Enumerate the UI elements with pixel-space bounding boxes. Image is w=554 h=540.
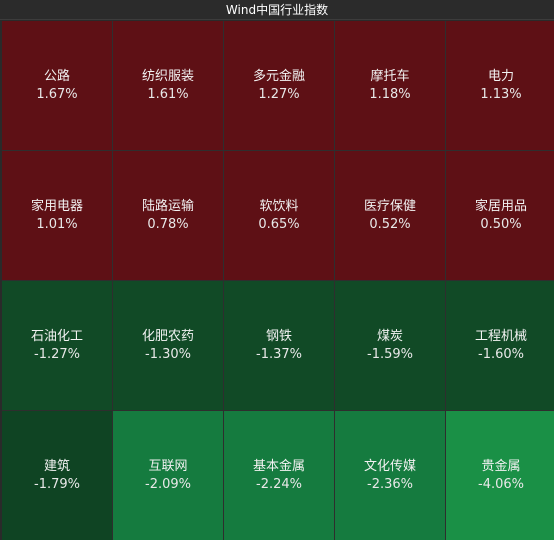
tile-name: 化肥农药 (141, 328, 194, 344)
tile-shiyou-huagong[interactable]: 石油化工 -1.27% (2, 281, 112, 410)
tile-gonglu[interactable]: 公路 1.67% (2, 21, 112, 150)
tile-name: 电力 (487, 68, 514, 84)
tile-name: 贵金属 (481, 459, 521, 474)
tile-change: 1.61% (147, 86, 189, 102)
tile-wenhua-chuanmei[interactable]: 文化传媒 -2.36% (335, 411, 445, 540)
tile-change: 0.50% (480, 216, 522, 232)
tile-name: 医疗保健 (363, 198, 416, 214)
tile-ruanyinliao[interactable]: 软饮料 0.65% (224, 151, 334, 280)
tile-jiayong-dianqi[interactable]: 家用电器 1.01% (2, 151, 112, 280)
tile-lulu-yunshu[interactable]: 陆路运输 0.78% (113, 151, 223, 280)
tile-name: 文化传媒 (363, 459, 416, 474)
tile-dianli[interactable]: 电力 1.13% (446, 21, 554, 150)
tile-change: -1.27% (34, 346, 80, 362)
tile-name: 钢铁 (265, 328, 292, 344)
tile-name: 建筑 (43, 459, 70, 474)
widget-title: Wind中国行业指数 (0, 0, 554, 20)
tile-change: 1.13% (480, 86, 522, 102)
tile-change: 1.18% (369, 86, 411, 102)
tile-name: 家用电器 (30, 198, 83, 214)
tile-name: 陆路运输 (141, 198, 194, 214)
tile-change: -1.79% (34, 477, 80, 492)
tile-change: -4.06% (478, 477, 524, 492)
tile-huafei-nongyao[interactable]: 化肥农药 -1.30% (113, 281, 223, 410)
industry-tile-grid: 公路 1.67% 纺织服装 1.61% 多元金融 1.27% 摩托车 1.18%… (2, 21, 554, 540)
tile-meitan[interactable]: 煤炭 -1.59% (335, 281, 445, 410)
tile-name: 工程机械 (474, 328, 527, 344)
tile-name: 摩托车 (370, 68, 410, 84)
tile-change: -2.09% (145, 477, 191, 492)
tile-change: -2.36% (367, 477, 413, 492)
tile-jianzhu[interactable]: 建筑 -1.79% (2, 411, 112, 540)
tile-change: -1.30% (145, 346, 191, 362)
tile-change: 0.65% (258, 216, 300, 232)
tile-name: 多元金融 (252, 68, 305, 84)
tile-name: 软饮料 (259, 198, 299, 214)
tile-change: -1.37% (256, 346, 302, 362)
tile-name: 石油化工 (30, 328, 83, 344)
tile-gangtie[interactable]: 钢铁 -1.37% (224, 281, 334, 410)
tile-name: 家居用品 (474, 198, 527, 214)
tile-change: 0.52% (369, 216, 411, 232)
tile-fangzhi-fuzhuang[interactable]: 纺织服装 1.61% (113, 21, 223, 150)
tile-change: 1.67% (36, 86, 78, 102)
tile-name: 互联网 (148, 459, 188, 474)
tile-name: 纺织服装 (141, 68, 194, 84)
tile-name: 基本金属 (252, 459, 305, 474)
tile-change: -1.60% (478, 346, 524, 362)
tile-change: 1.27% (258, 86, 300, 102)
tile-yiliao-baojian[interactable]: 医疗保健 0.52% (335, 151, 445, 280)
tile-change: 0.78% (147, 216, 189, 232)
tile-change: -2.24% (256, 477, 302, 492)
tile-change: -1.59% (367, 346, 413, 362)
tile-name: 公路 (43, 68, 70, 84)
tile-duoyuan-jinrong[interactable]: 多元金融 1.27% (224, 21, 334, 150)
tile-name: 煤炭 (376, 328, 403, 344)
tile-jiben-jinshu[interactable]: 基本金属 -2.24% (224, 411, 334, 540)
tile-change: 1.01% (36, 216, 78, 232)
tile-gongcheng-jixie[interactable]: 工程机械 -1.60% (446, 281, 554, 410)
tile-gui-jinshu[interactable]: 贵金属 -4.06% (446, 411, 554, 540)
tile-hulianwang[interactable]: 互联网 -2.09% (113, 411, 223, 540)
tile-motuoche[interactable]: 摩托车 1.18% (335, 21, 445, 150)
tile-jiaju-yongpin[interactable]: 家居用品 0.50% (446, 151, 554, 280)
